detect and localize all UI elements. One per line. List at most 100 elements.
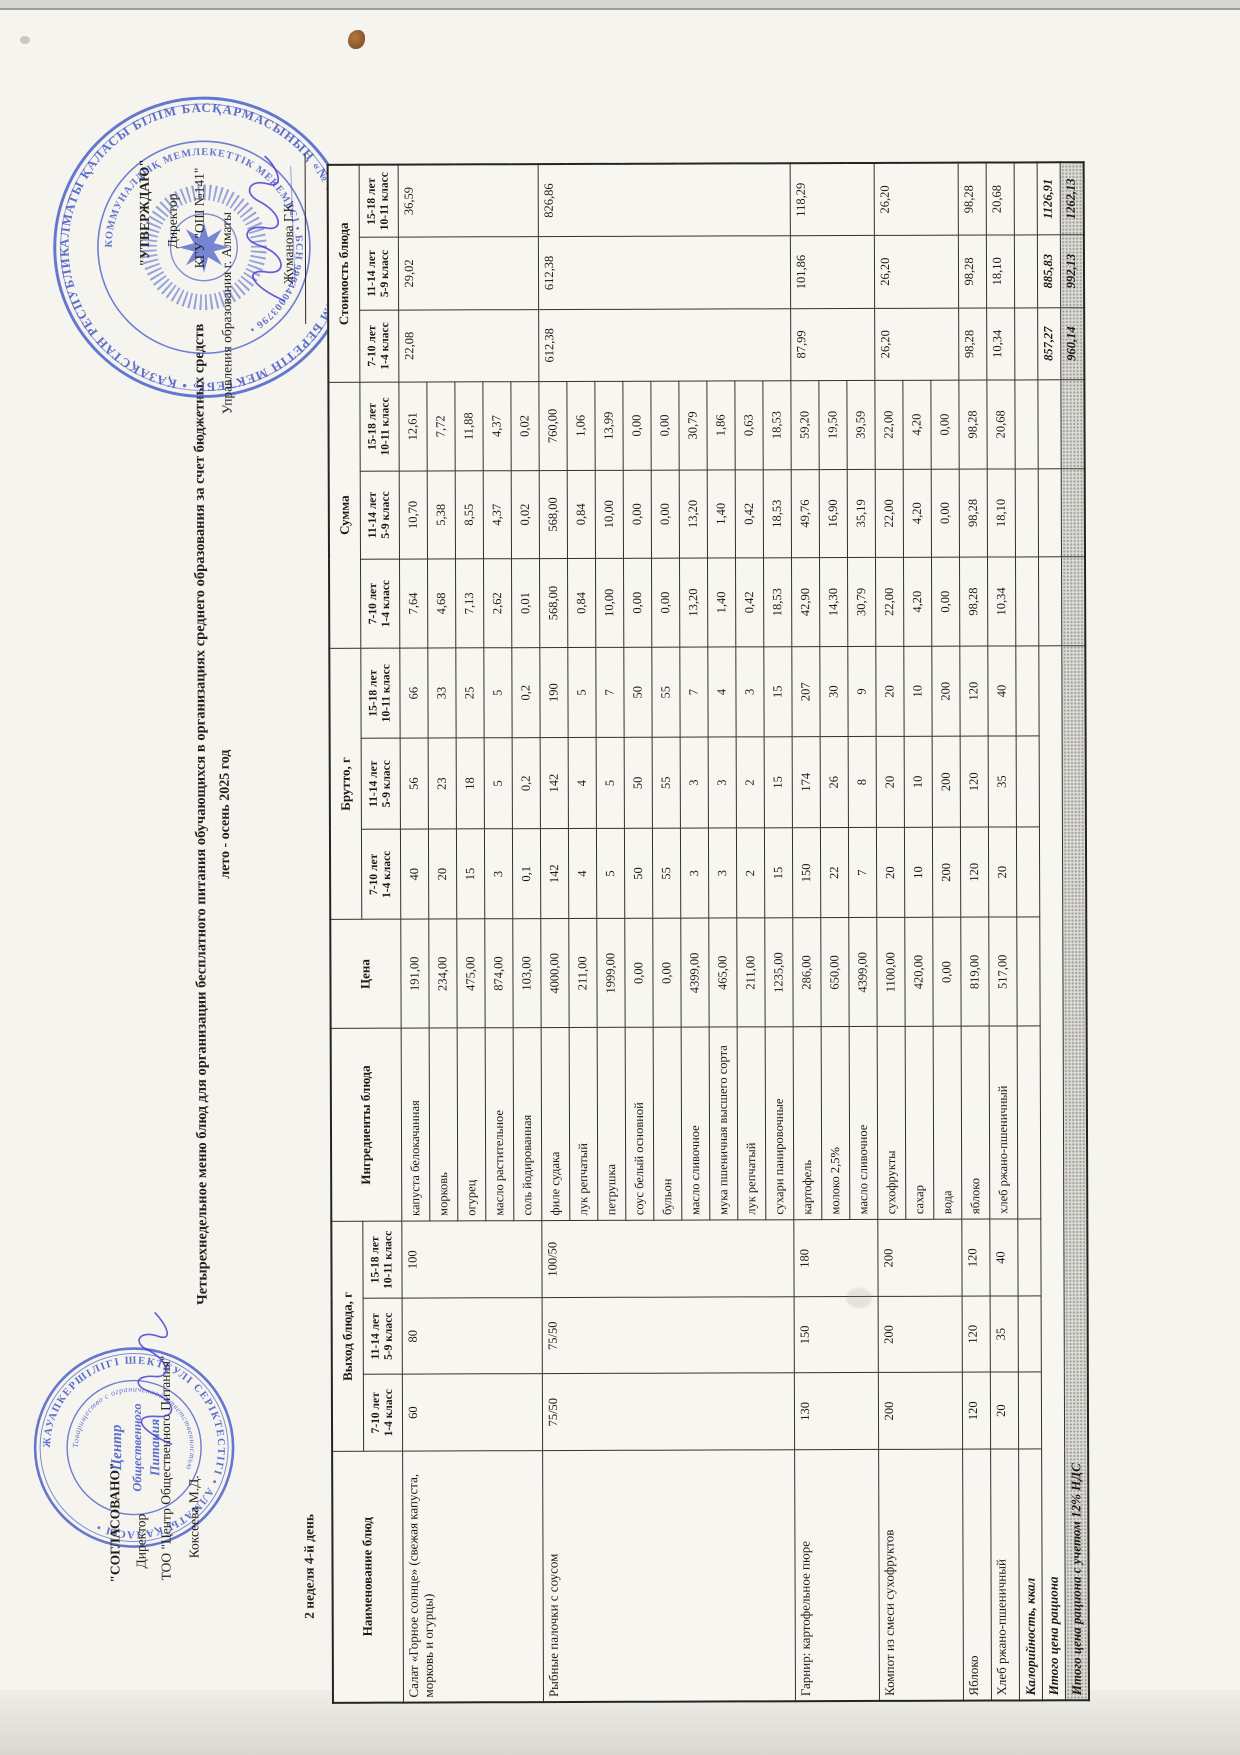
price-cell: 517,00: [988, 917, 1018, 1027]
brutto-cell: 190: [539, 647, 569, 738]
empty-cell: [1018, 1295, 1042, 1373]
col-header-price: Цена: [330, 919, 402, 1029]
age-line1: 15-18 лет: [366, 177, 379, 225]
ingredient-name: яблоко: [961, 1026, 990, 1220]
empty-cell: [1014, 307, 1038, 380]
brutto-cell: 20: [876, 736, 905, 828]
summa-cell: 1,06: [566, 381, 596, 471]
cost-cell: 87,99: [790, 308, 875, 381]
brutto-cell: 15: [456, 828, 485, 920]
output-cell: 200: [878, 1372, 963, 1450]
brutto-cell: 2: [736, 827, 765, 919]
empty-cell: [1060, 379, 1085, 469]
col-header-age-3-2: 15-18 лет 10-11 класс: [359, 164, 399, 238]
empty-cell: [1061, 468, 1085, 557]
brutto-cell: 7: [595, 647, 625, 738]
price-cell: 1100,00: [876, 917, 906, 1027]
ingredient-name: вода: [933, 1026, 962, 1220]
agreed-signature-icon: [137, 1311, 173, 1446]
empty-cell: [1016, 736, 1040, 827]
summa-cell: 10,34: [987, 557, 1016, 646]
price-cell: 874,00: [484, 919, 514, 1028]
ingredient-name: огурец: [457, 1027, 486, 1222]
brutto-cell: 35: [988, 736, 1017, 827]
brutto-cell: 174: [792, 736, 821, 828]
brutto-cell: 7: [848, 827, 877, 919]
col-header-brutto: Брутто, г: [329, 647, 362, 920]
brutto-cell: 120: [960, 826, 989, 918]
cost-cell: 118,29: [790, 162, 875, 236]
col-header-age-2-0: 7-10 лет 1-4 класс: [360, 559, 400, 648]
total-row-1: Итого цена рациона с учетом 12% НДС 960,1…: [1060, 162, 1089, 1701]
brutto-cell: 55: [652, 737, 681, 829]
summa-cell: 14,30: [819, 557, 848, 647]
summa-cell: 22,00: [874, 380, 904, 470]
total-value: 857,27: [1037, 307, 1061, 380]
summa-cell: 0,00: [623, 469, 652, 559]
empty-cell: [1037, 379, 1062, 469]
col-header-ingredients: Ингредиенты блюда: [330, 1028, 402, 1222]
age-line1: 15-18 лет: [367, 669, 380, 717]
age-line1: 7-10 лет: [367, 583, 380, 625]
brutto-cell: 3: [484, 828, 513, 920]
summa-cell: 0,84: [567, 558, 596, 648]
brutto-cell: 5: [567, 647, 597, 738]
ingredient-name: сахар: [905, 1026, 934, 1220]
summa-cell: 13,99: [594, 381, 624, 471]
brutto-cell: 50: [623, 646, 653, 738]
scanner-edge-line: [0, 8, 1240, 10]
brutto-cell: 25: [455, 647, 485, 739]
output-cell: 120: [962, 1295, 991, 1373]
empty-cell: [1017, 1219, 1042, 1296]
age-line1: 7-10 лет: [368, 853, 381, 895]
cost-cell: 29,02: [398, 236, 539, 310]
brutto-cell: 18: [456, 738, 485, 829]
brutto-cell: 33: [427, 647, 457, 739]
total-value: 1262,13: [1060, 162, 1084, 235]
summa-cell: 1,40: [707, 558, 736, 647]
brutto-cell: 3: [708, 737, 737, 828]
age-line2: 5-9 класс: [379, 491, 392, 539]
week-day-label: 2 неделя 4-й день: [301, 1513, 317, 1619]
age-line1: 7-10 лет: [366, 325, 379, 367]
summa-cell: 20,68: [986, 379, 1016, 469]
summa-cell: 0,63: [734, 380, 764, 470]
brutto-cell: 120: [959, 645, 989, 737]
ingredient-name: хлеб ржано-пшеничный: [989, 1026, 1018, 1220]
age-line2: 10-11 класс: [382, 1230, 395, 1289]
summa-cell: 12,61: [398, 382, 428, 471]
summa-cell: 0,00: [623, 558, 652, 648]
approved-signature-icon: [246, 155, 296, 302]
empty-cell: [1015, 557, 1039, 646]
ingredient-name: капуста белокачанная: [401, 1028, 430, 1222]
dish-name: Гарнир: картофельное пюре: [794, 1449, 880, 1702]
summa-cell: 10,70: [399, 470, 428, 560]
age-line2: 1-4 класс: [382, 1389, 396, 1437]
cost-cell: 26,20: [874, 235, 959, 309]
agreed-signer: Коксеева М.Д.: [186, 1475, 202, 1559]
summa-cell: 39,59: [846, 380, 876, 470]
ingredient-name: мука пшеничная высшего сорта: [709, 1027, 738, 1221]
summa-cell: 5,38: [427, 470, 456, 560]
summa-cell: 568,00: [539, 470, 568, 559]
ingredient-name: соус белый основной: [625, 1027, 654, 1221]
brutto-cell: 15: [764, 827, 793, 919]
price-cell: 103,00: [512, 919, 542, 1028]
price-cell: 0,00: [932, 917, 962, 1027]
dish-name: Хлеб ржано-пшеничный: [990, 1448, 1020, 1701]
summa-cell: 18,53: [763, 557, 792, 647]
total-value: 992,13: [1060, 234, 1084, 308]
ingredient-name: масло сливочное: [849, 1026, 878, 1220]
summa-cell: 0,00: [651, 469, 680, 559]
empty-cell: [1061, 556, 1085, 646]
svg-text:Общественного: Общественного: [130, 1403, 144, 1491]
kcal-label: Калорийность, ккал: [1018, 1448, 1043, 1701]
price-cell: 286,00: [792, 918, 822, 1027]
total-value: 960,14: [1060, 307, 1084, 380]
brutto-cell: 200: [932, 736, 961, 828]
brutto-cell: 7: [679, 646, 709, 738]
summa-cell: 18,53: [763, 469, 792, 558]
brutto-cell: 3: [735, 646, 765, 738]
output-cell: 35: [990, 1295, 1019, 1373]
